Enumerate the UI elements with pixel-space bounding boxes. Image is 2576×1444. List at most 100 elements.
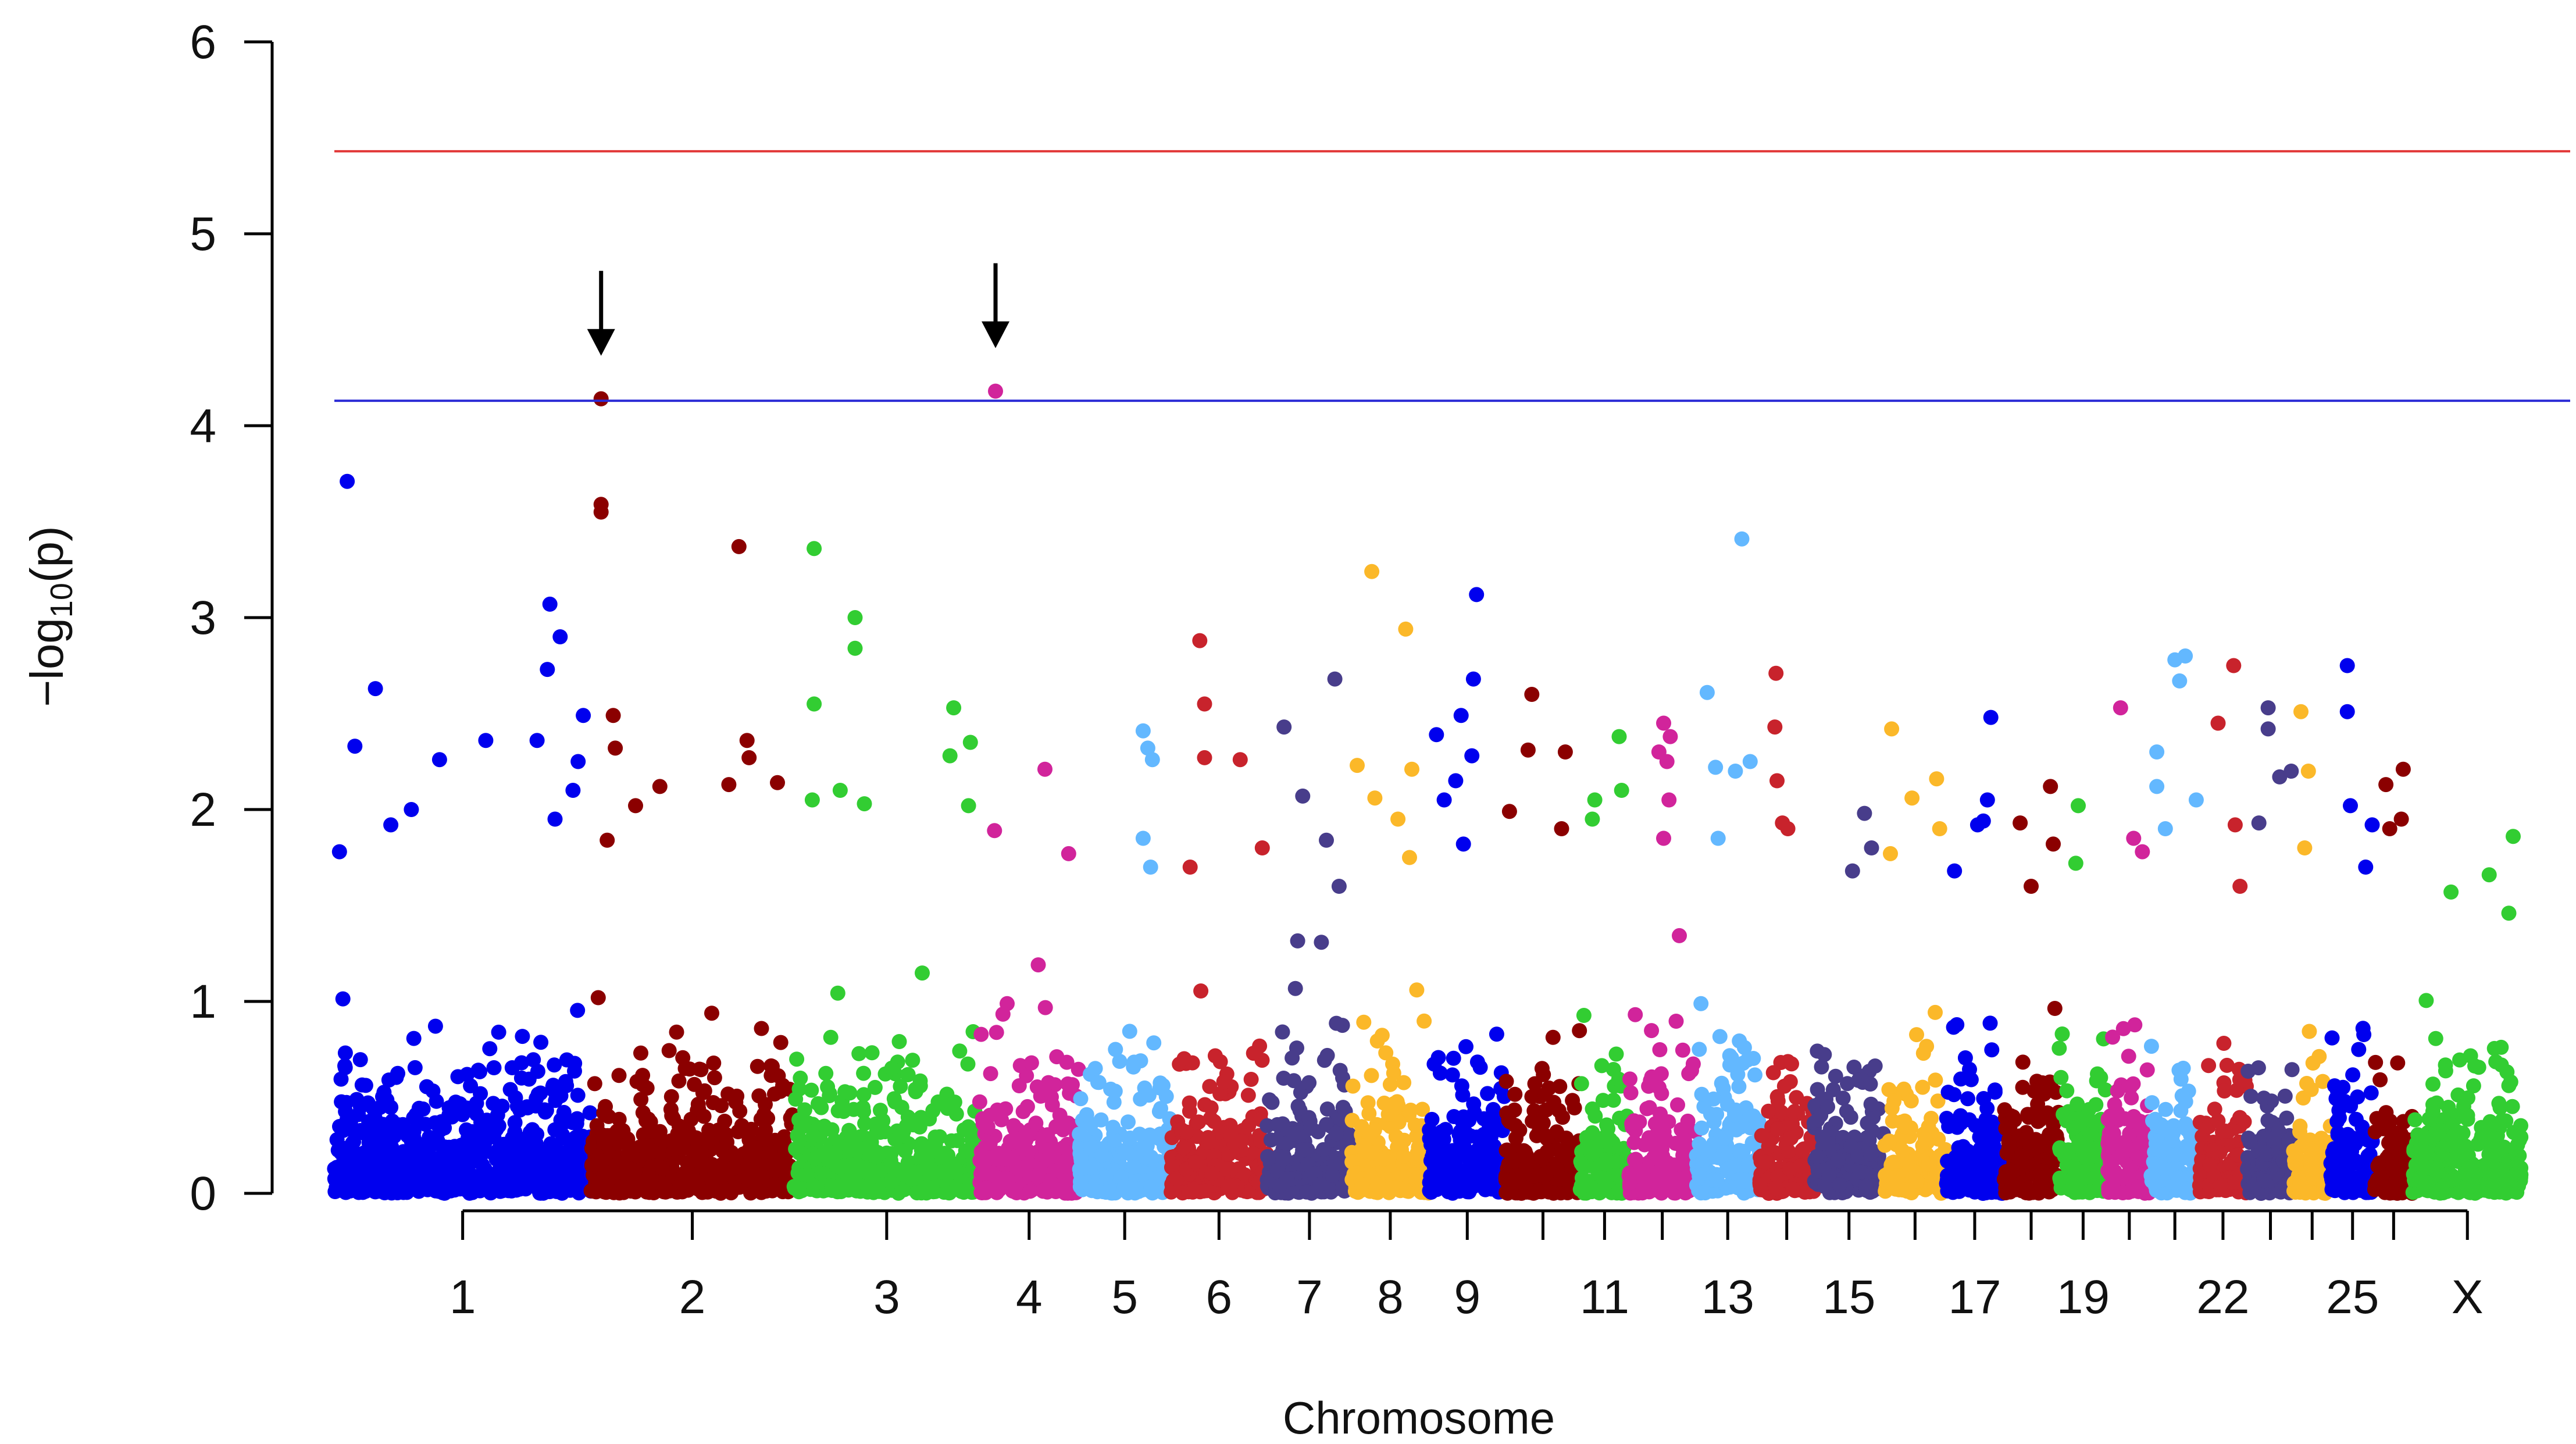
snp-point [1574,1076,1589,1092]
snp-point [734,1118,750,1133]
snp-point [1105,1119,1121,1135]
snp-point [446,1181,462,1196]
snp-point [1388,1129,1404,1144]
snp-point [1776,1078,1792,1094]
snp-point [515,1029,530,1044]
snp-point [352,1052,368,1068]
snp-point [1455,1109,1471,1125]
snp-point [1121,1114,1136,1130]
snp-point [639,1145,655,1161]
snp-point [944,1133,959,1149]
snp-point [1674,1138,1690,1154]
snp-point [822,1088,837,1103]
snp-point [633,1092,649,1107]
snp-point [2040,1105,2055,1121]
snp-point [1863,1146,1878,1162]
snp-point [1765,1065,1781,1081]
snp-point [1865,1123,1881,1139]
snp-point [627,1164,643,1180]
snp-point [601,1108,616,1124]
snp-point [1234,1133,1250,1149]
snp-point [525,1122,540,1138]
snp-point [1770,1121,1786,1137]
snp-point [2158,1101,2174,1117]
snp-point [1143,1179,1159,1195]
snp-point [2201,1058,2217,1074]
snp-point [744,1161,760,1177]
snp-point [2121,1165,2136,1181]
snp-point [837,1084,853,1100]
snp-point [1356,1014,1372,1030]
snp-point [386,1129,402,1144]
snp-point [1550,1161,1565,1177]
snp-point [2124,1090,2139,1106]
snp-point [1023,1055,1039,1071]
snp-point [1545,1029,1561,1045]
snp-point [2054,1026,2070,1042]
snp-point [1286,1073,1301,1089]
snp-point [1022,1183,1038,1199]
snp-point [1499,1142,1515,1158]
snp-point [977,1155,993,1171]
snp-point [2149,1118,2165,1134]
snp-point [754,1021,769,1036]
snp-point [473,1086,488,1101]
snp-point [1219,1161,1235,1177]
snp-point [1315,1142,1331,1157]
snp-point [2152,1142,2167,1157]
snp-point [773,1035,789,1050]
snp-point [549,1146,565,1161]
snp-point [1928,1004,1943,1020]
snp-point [406,1031,422,1046]
snp-point [2173,1071,2189,1087]
snp-point [1722,1057,1737,1073]
snp-point [1853,1164,1868,1180]
snp-point [867,1079,883,1095]
snp-point [2090,1066,2105,1082]
snp-point [1672,928,1687,943]
snp-point [1715,1081,1731,1096]
snp-point [490,1142,506,1158]
snp-point [711,1122,726,1138]
snp-point [883,1174,898,1190]
snp-point [1622,1175,1637,1191]
snp-point [533,1085,548,1101]
snp-point [1535,1115,1551,1131]
snp-point [1928,1072,1943,1088]
snp-point [1574,1156,1589,1171]
snp-point [1536,1067,1551,1082]
snp-point [1652,1042,1668,1057]
snp-point [800,1167,815,1183]
snp-point [1692,1167,1707,1182]
snp-point [1651,1114,1667,1129]
snp-point [1608,1046,1624,1062]
snp-point [532,1172,548,1188]
snp-point [2144,1095,2160,1111]
snp-point [441,1100,457,1115]
snp-point [587,1076,602,1092]
snp-point [1014,1131,1029,1146]
snp-point [415,1157,430,1173]
snp-point [1329,1015,1344,1031]
snp-point [337,1045,353,1061]
snp-point [477,1144,493,1160]
snp-point [2035,1075,2050,1090]
snp-point [1949,1119,1965,1135]
snp-point [1787,1104,1803,1119]
snp-point [807,1151,823,1167]
snp-point [1622,1071,1637,1087]
snp-point [1623,1085,1639,1101]
snp-point [1090,1075,1105,1090]
snp-point [844,1168,859,1184]
snp-point [499,1156,515,1171]
snp-point [1243,1072,1259,1087]
snp-point [2066,1120,2081,1136]
snp-point [1987,1085,2003,1100]
snp-point [1116,1179,1132,1195]
snp-point [1090,1184,1105,1200]
snp-point [2154,1185,2170,1201]
snp-point [1126,1159,1142,1175]
snp-point [2088,1097,2104,1113]
snp-point [856,1065,872,1081]
snp-point [429,1151,444,1167]
